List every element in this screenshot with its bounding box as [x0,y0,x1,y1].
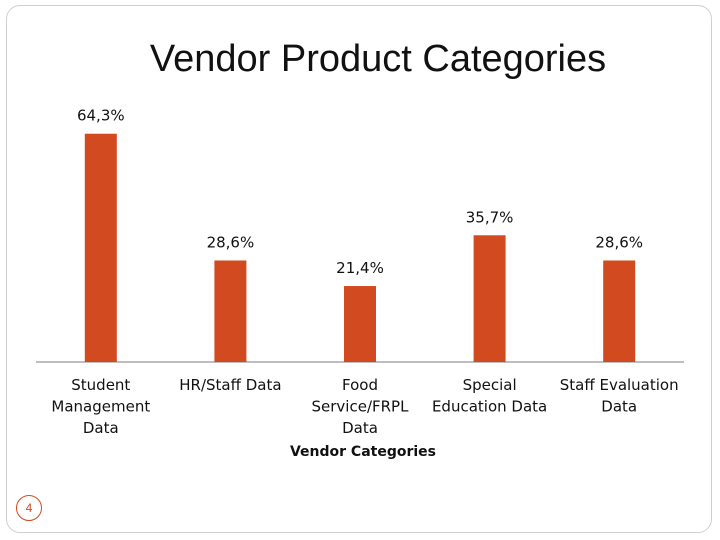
category-label-3-line-3: Data [342,419,378,437]
category-label-1-line-2: Management [51,398,150,416]
slide-frame [6,5,712,533]
slide-title: Vendor Product Categories [149,38,607,80]
data-label-4: 35,7% [466,208,514,226]
category-label-1-line-1: Student [71,376,130,394]
bar-4 [473,235,506,362]
category-label-4-line-2: Education Data [432,398,547,416]
data-label-5: 28,6% [595,233,643,251]
data-label-2: 28,6% [207,233,255,251]
category-label-1-line-3: Data [83,419,119,437]
category-label-5-line-1: Staff Evaluation [560,376,679,394]
bar-3 [344,286,376,362]
bar-2 [214,260,247,362]
category-label-2-line-1: HR/Staff Data [179,376,281,394]
x-axis-title: Vendor Categories [290,444,436,460]
bar-5 [603,260,636,362]
data-label-3: 21,4% [336,259,384,277]
category-label-3-line-2: Service/FRPL [312,398,410,416]
data-label-1: 64,3% [77,107,125,125]
slide-number: 4 [16,495,42,521]
category-label-3-line-1: Food [342,376,378,394]
category-label-4-line-1: Special [463,376,517,394]
category-label-5-line-2: Data [601,398,637,416]
bar-1 [84,133,117,362]
